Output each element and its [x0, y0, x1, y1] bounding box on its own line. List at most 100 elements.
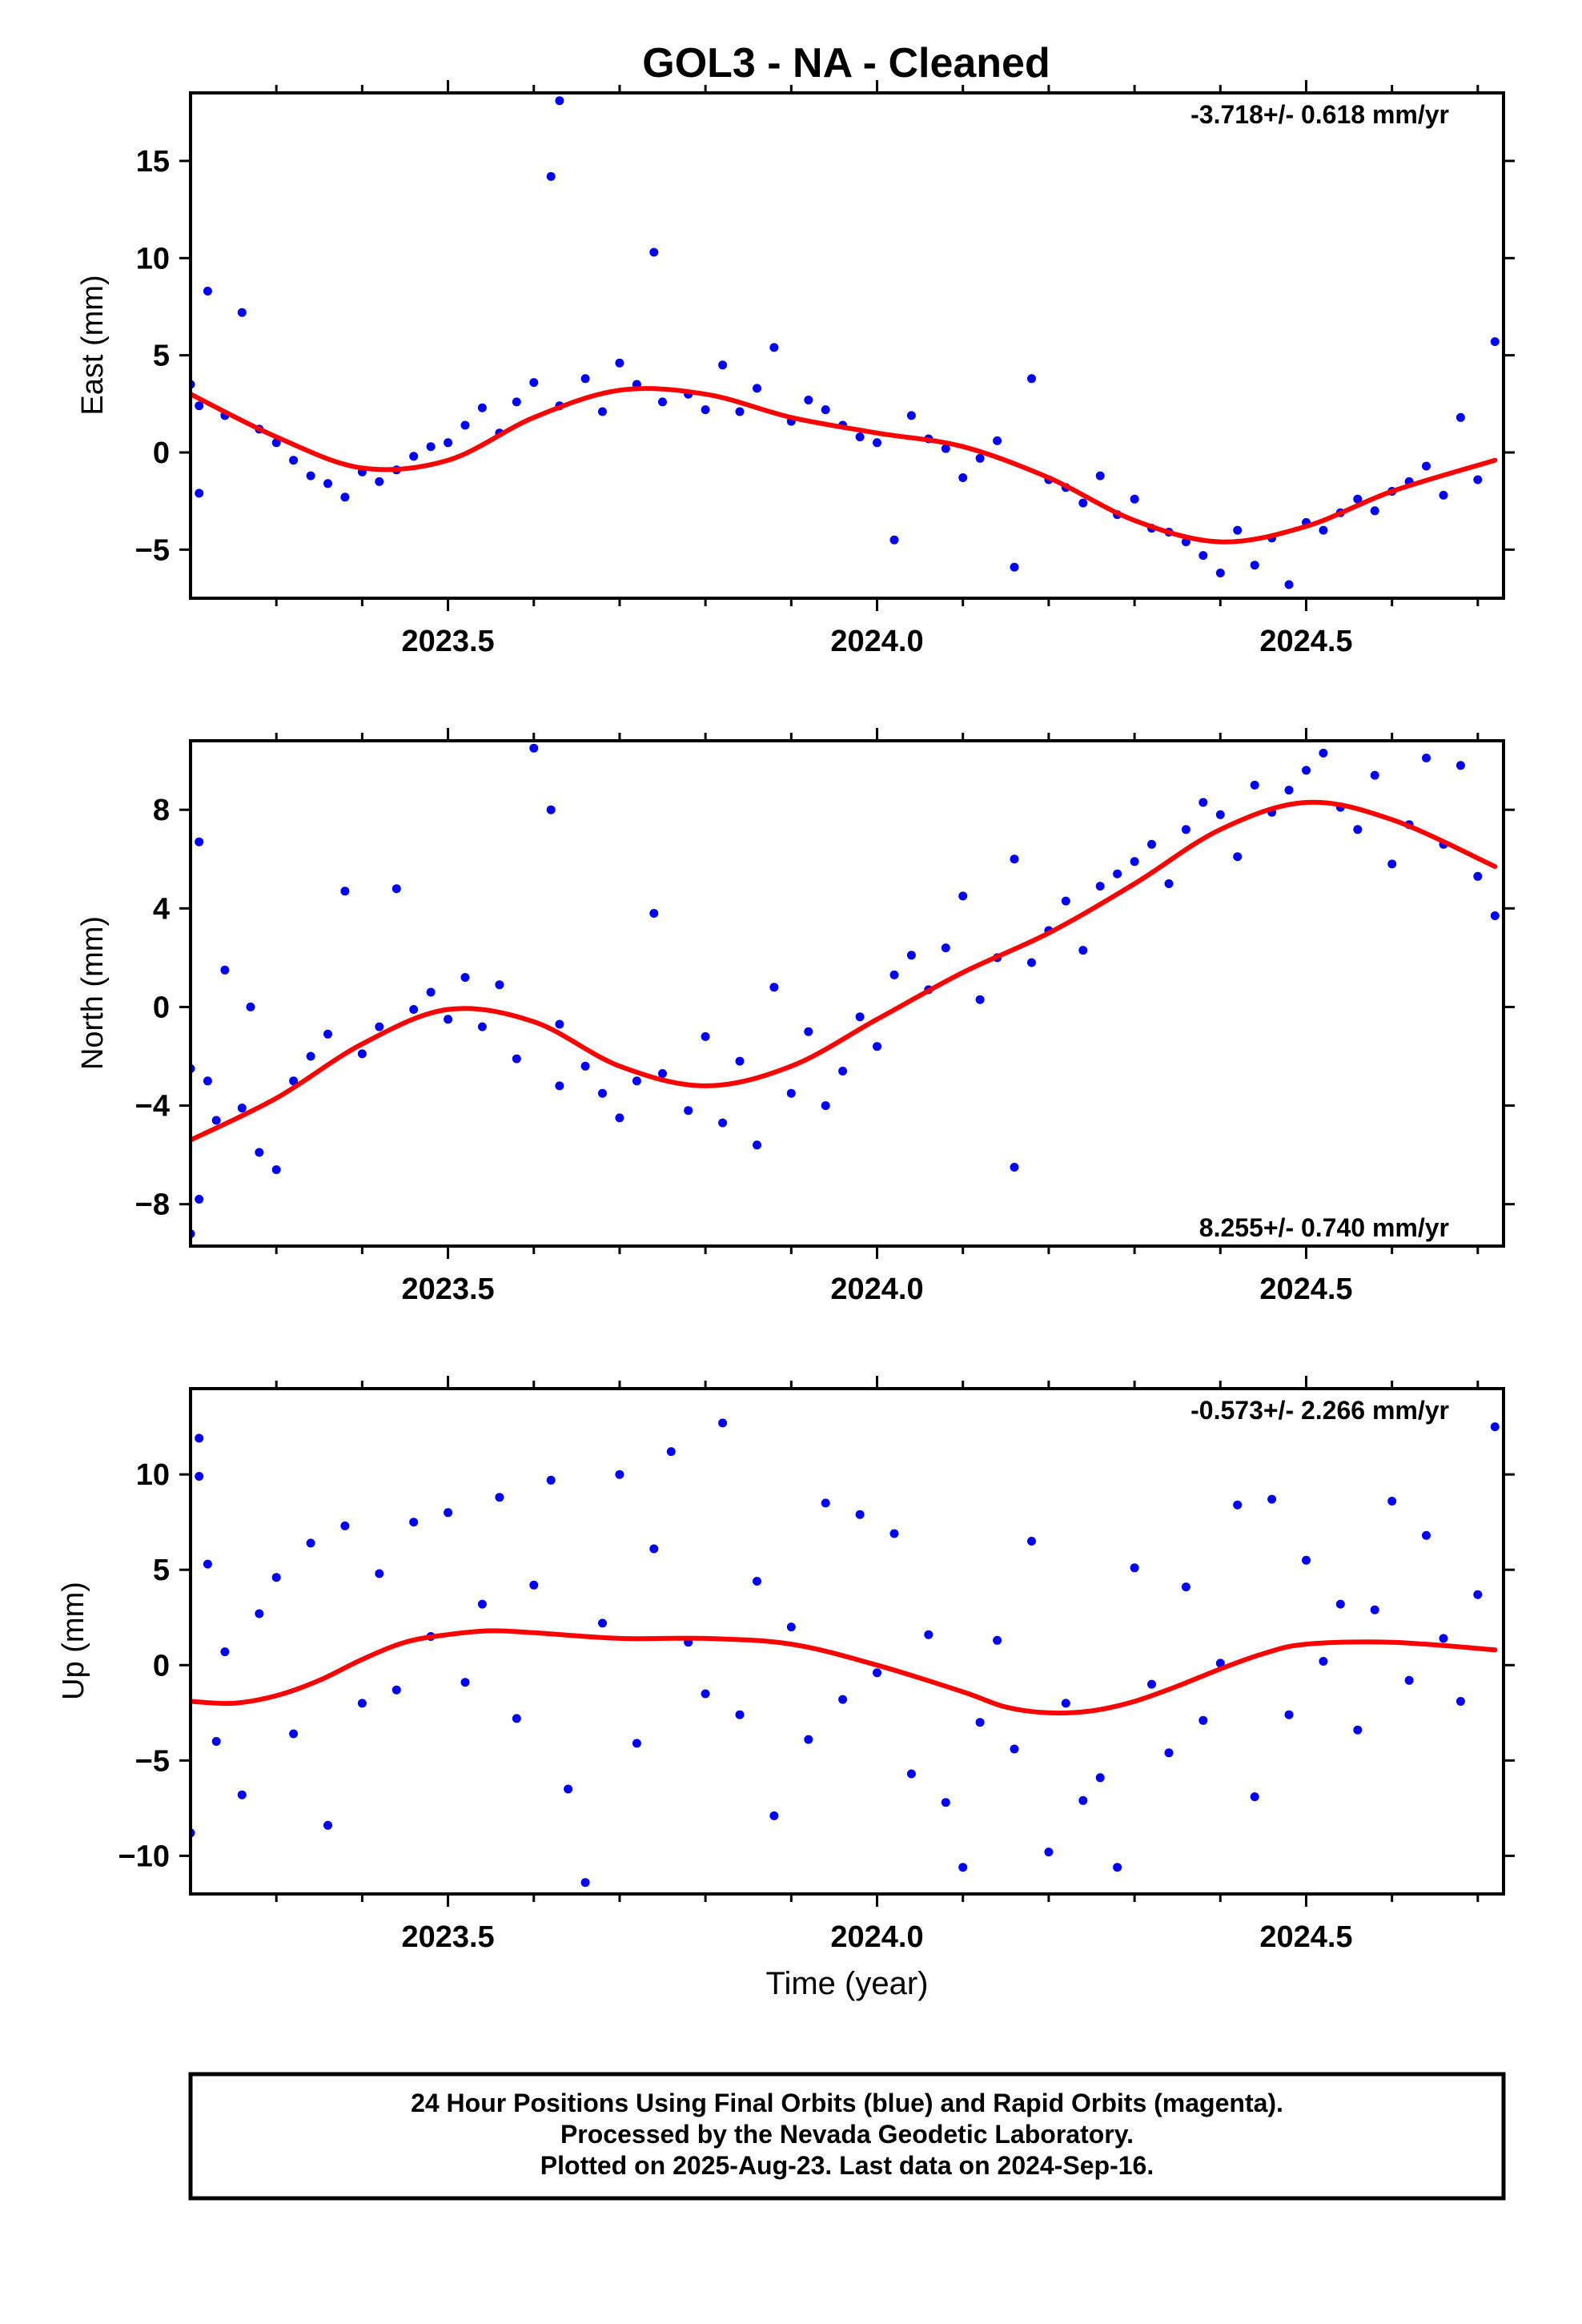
north-data-point [1010, 1163, 1019, 1172]
east-data-point [1027, 374, 1036, 384]
north-xtick-label: 2024.0 [830, 1273, 923, 1306]
north-data-point [838, 1067, 848, 1076]
east-ytick-label: 0 [153, 436, 170, 470]
up-data-point [941, 1798, 950, 1807]
up-data-point [1302, 1555, 1311, 1565]
up-data-point [375, 1569, 384, 1578]
north-ytick-label: −8 [135, 1188, 170, 1222]
east-data-point [1319, 525, 1328, 535]
north-data-point [195, 1195, 204, 1204]
east-rate-label: -3.718+/- 0.618 mm/yr [1191, 100, 1449, 129]
north-data-point [701, 1031, 710, 1041]
up-data-point [821, 1498, 830, 1508]
north-rate-label: 8.255+/- 0.740 mm/yr [1199, 1213, 1449, 1242]
up-xtick-label: 2024.0 [830, 1920, 923, 1954]
footer-line-3: Plotted on 2025-Aug-23. Last data on 202… [540, 2151, 1154, 2180]
north-data-point [391, 884, 401, 894]
east-data-point [821, 405, 830, 415]
up-data-point [220, 1647, 230, 1657]
footer-box [188, 2072, 1506, 2201]
north-data-point [375, 1022, 384, 1031]
north-data-point [426, 987, 436, 997]
east-data-point [529, 378, 539, 388]
east-data-point [580, 374, 590, 384]
east-data-point [975, 453, 985, 463]
up-data-point [958, 1863, 968, 1872]
north-data-point [211, 1116, 221, 1125]
east-fit-line [191, 386, 1498, 545]
east-data-point [718, 360, 728, 370]
up-data-point [786, 1622, 796, 1632]
footer-line-2: Processed by the Nevada Geodetic Laborat… [560, 2120, 1134, 2149]
east-data-point [289, 456, 299, 465]
north-data-point [718, 1118, 728, 1128]
north-data-point [906, 951, 916, 960]
up-data-point [1164, 1748, 1174, 1758]
north-data-point [255, 1148, 264, 1157]
up-data-point [1387, 1497, 1397, 1506]
up-data-point [1319, 1657, 1328, 1666]
up-data-point [512, 1714, 521, 1723]
north-data-point [555, 1081, 564, 1091]
north-data-point [1233, 852, 1243, 862]
east-data-point [1078, 498, 1088, 508]
up-data-point [975, 1718, 985, 1727]
north-data-point [323, 1029, 332, 1039]
up-ytick-label: 5 [153, 1554, 170, 1587]
north-marks [191, 743, 1500, 1239]
up-ytick-label: −5 [135, 1744, 170, 1778]
east-data-point [855, 432, 865, 442]
up-data-point [237, 1790, 247, 1799]
up-data-point [1027, 1537, 1036, 1546]
north-data-point [804, 1027, 813, 1036]
north-data-point [289, 1076, 299, 1086]
east-data-point [993, 436, 1002, 445]
east-data-point [701, 405, 710, 415]
up-data-point [1010, 1744, 1019, 1754]
north-data-point [615, 1113, 624, 1123]
east-data-point [1370, 506, 1379, 516]
north-data-point [1302, 766, 1311, 775]
up-data-point [1473, 1590, 1483, 1599]
east-data-point [375, 476, 384, 486]
north-frame [189, 739, 1505, 1248]
north-data-point [1250, 780, 1259, 790]
north-data-point [684, 1106, 693, 1116]
east-data-point [1130, 494, 1139, 504]
north-data-point [529, 743, 539, 753]
north-ytick-label: 4 [153, 892, 170, 926]
north-data-point [409, 1005, 419, 1014]
north-data-point [649, 909, 659, 918]
east-data-point [203, 287, 212, 296]
east-data-point [1439, 490, 1448, 500]
east-data-point [1490, 337, 1500, 347]
up-data-point [873, 1668, 881, 1678]
north-ytick-label: 0 [153, 991, 170, 1024]
east-data-point [658, 397, 667, 407]
up-data-point [924, 1630, 934, 1639]
north-data-point [1387, 859, 1397, 869]
up-data-point [1233, 1500, 1243, 1510]
up-data-point [460, 1678, 470, 1687]
panel-up: −10 −5 0 5 10 2023.5 2024.0 2024.5 Up (mm) -0.5… [57, 1376, 1515, 1954]
up-data-point [340, 1521, 350, 1530]
north-data-point [598, 1088, 607, 1098]
east-data-point [889, 535, 899, 545]
up-data-point [444, 1508, 453, 1518]
up-data-point [1456, 1697, 1465, 1706]
north-ytick-label: −4 [135, 1090, 170, 1124]
east-data-point [769, 343, 779, 352]
up-data-point [255, 1609, 264, 1618]
up-data-point [615, 1470, 624, 1479]
north-data-point [546, 805, 556, 814]
up-data-point [1061, 1699, 1070, 1708]
up-data-point [1250, 1792, 1259, 1802]
north-data-point [444, 1015, 453, 1024]
up-data-point [1267, 1494, 1277, 1504]
east-marks [191, 96, 1500, 589]
north-data-point [1456, 761, 1465, 770]
chart-title: GOL3 - NA - Cleaned [642, 40, 1050, 86]
east-data-point [804, 396, 813, 404]
east-data-point [1215, 569, 1225, 577]
